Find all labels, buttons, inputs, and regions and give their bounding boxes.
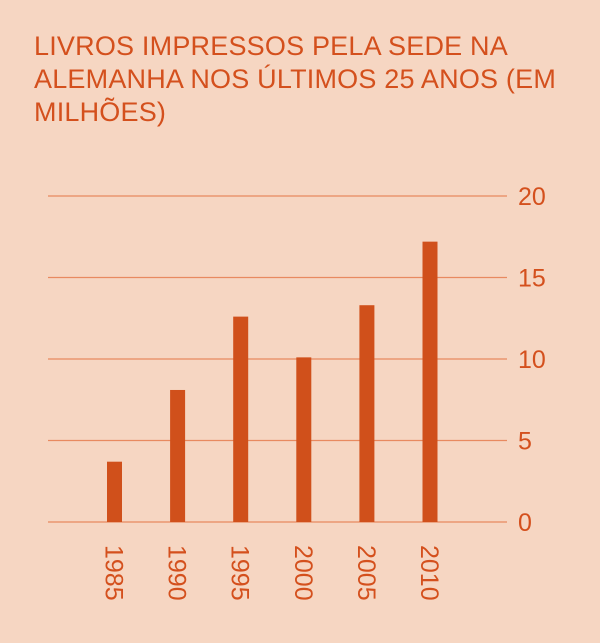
x-tick-label: 2010 [415, 545, 443, 601]
x-tick-label: 1985 [100, 545, 128, 601]
y-tick-label: 10 [518, 346, 546, 374]
x-tick-label: 1995 [226, 545, 254, 601]
bar-2010 [422, 241, 438, 522]
bar-2000 [296, 357, 312, 522]
bar-1990 [170, 389, 186, 522]
x-tick-label: 2005 [352, 545, 380, 601]
y-tick-label: 15 [518, 265, 546, 293]
bar-2005 [359, 305, 375, 522]
x-tick-label: 2000 [289, 545, 317, 601]
chart-title: LIVROS IMPRESSOS PELA SEDE NA ALEMANHA N… [34, 31, 557, 127]
bar-1985 [107, 461, 122, 522]
y-tick-label: 20 [518, 183, 546, 211]
y-tick-label: 5 [518, 428, 532, 456]
bar-1995 [233, 316, 249, 522]
y-tick-label: 0 [518, 509, 532, 537]
x-tick-label: 1990 [163, 545, 191, 601]
